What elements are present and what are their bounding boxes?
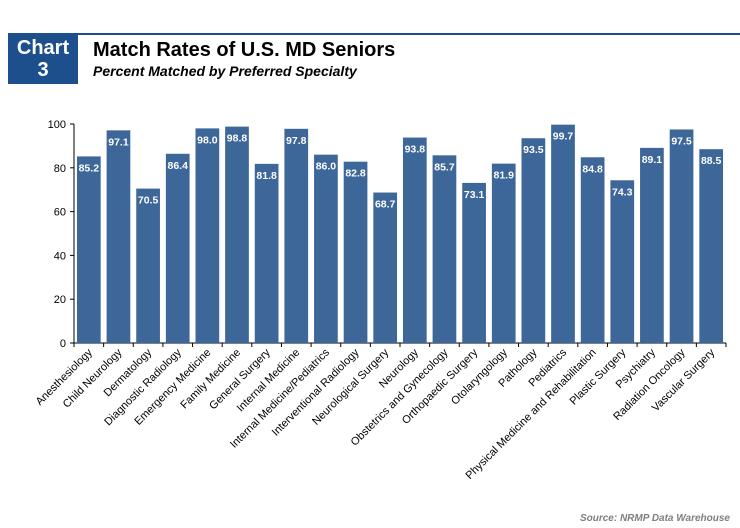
value-label-19: 89.1 (642, 154, 663, 166)
bar-21 (699, 149, 724, 343)
value-label-11: 93.8 (405, 144, 426, 156)
bar-1 (106, 130, 131, 343)
y-tick-label: 80 (54, 163, 66, 175)
y-tick-label: 60 (54, 207, 66, 219)
bar-13 (462, 182, 486, 343)
bar-11 (402, 137, 427, 343)
y-tick-label: 0 (60, 338, 66, 350)
chart-number-badge: Chart 3 (8, 33, 78, 84)
bar-5 (225, 126, 249, 344)
bar-6 (254, 163, 279, 343)
value-label-5: 98.8 (227, 133, 248, 145)
value-label-6: 81.8 (256, 170, 277, 182)
bar-19 (640, 147, 664, 343)
value-label-1: 97.1 (108, 136, 129, 148)
value-label-8: 86.0 (316, 161, 337, 173)
chart-title: Match Rates of U.S. MD Seniors (93, 39, 396, 61)
value-label-18: 74.3 (612, 186, 633, 198)
bar-12 (432, 155, 457, 343)
value-label-14: 81.9 (494, 170, 515, 182)
bar-8 (314, 154, 338, 343)
value-label-15: 93.5 (523, 144, 544, 156)
badge-label: Chart (16, 36, 70, 59)
bar-20 (669, 129, 694, 343)
bar-10 (373, 192, 398, 343)
header-rule (78, 33, 740, 35)
bar-0 (76, 156, 101, 343)
bar-17 (580, 157, 605, 343)
bar-4 (195, 128, 220, 343)
value-label-20: 97.5 (671, 135, 692, 147)
bar-3 (165, 153, 190, 343)
value-label-2: 70.5 (138, 195, 159, 207)
y-tick-label: 40 (54, 250, 66, 262)
bar-9 (343, 161, 368, 343)
chart-subtitle: Percent Matched by Preferred Specialty (93, 63, 357, 79)
bar-2 (136, 188, 160, 343)
source-note: Source: NRMP Data Warehouse (579, 513, 730, 524)
value-label-21: 88.5 (701, 155, 722, 167)
value-label-7: 97.8 (286, 135, 307, 147)
value-label-17: 84.8 (582, 163, 603, 175)
y-tick-label: 100 (48, 119, 66, 131)
value-label-16: 99.7 (553, 131, 574, 143)
value-label-13: 73.1 (464, 189, 485, 201)
bar-16 (551, 124, 575, 343)
value-label-3: 86.4 (168, 160, 189, 172)
value-label-0: 85.2 (79, 162, 100, 174)
badge-number: 3 (37, 58, 49, 81)
y-tick-label: 20 (54, 294, 66, 306)
bar-7 (284, 128, 309, 343)
value-label-10: 68.7 (375, 199, 396, 211)
value-label-4: 98.0 (197, 134, 218, 146)
value-label-12: 85.7 (434, 161, 455, 173)
bar-15 (521, 138, 546, 343)
bar-14 (491, 163, 516, 343)
value-label-9: 82.8 (345, 168, 366, 180)
bar-18 (610, 180, 635, 343)
